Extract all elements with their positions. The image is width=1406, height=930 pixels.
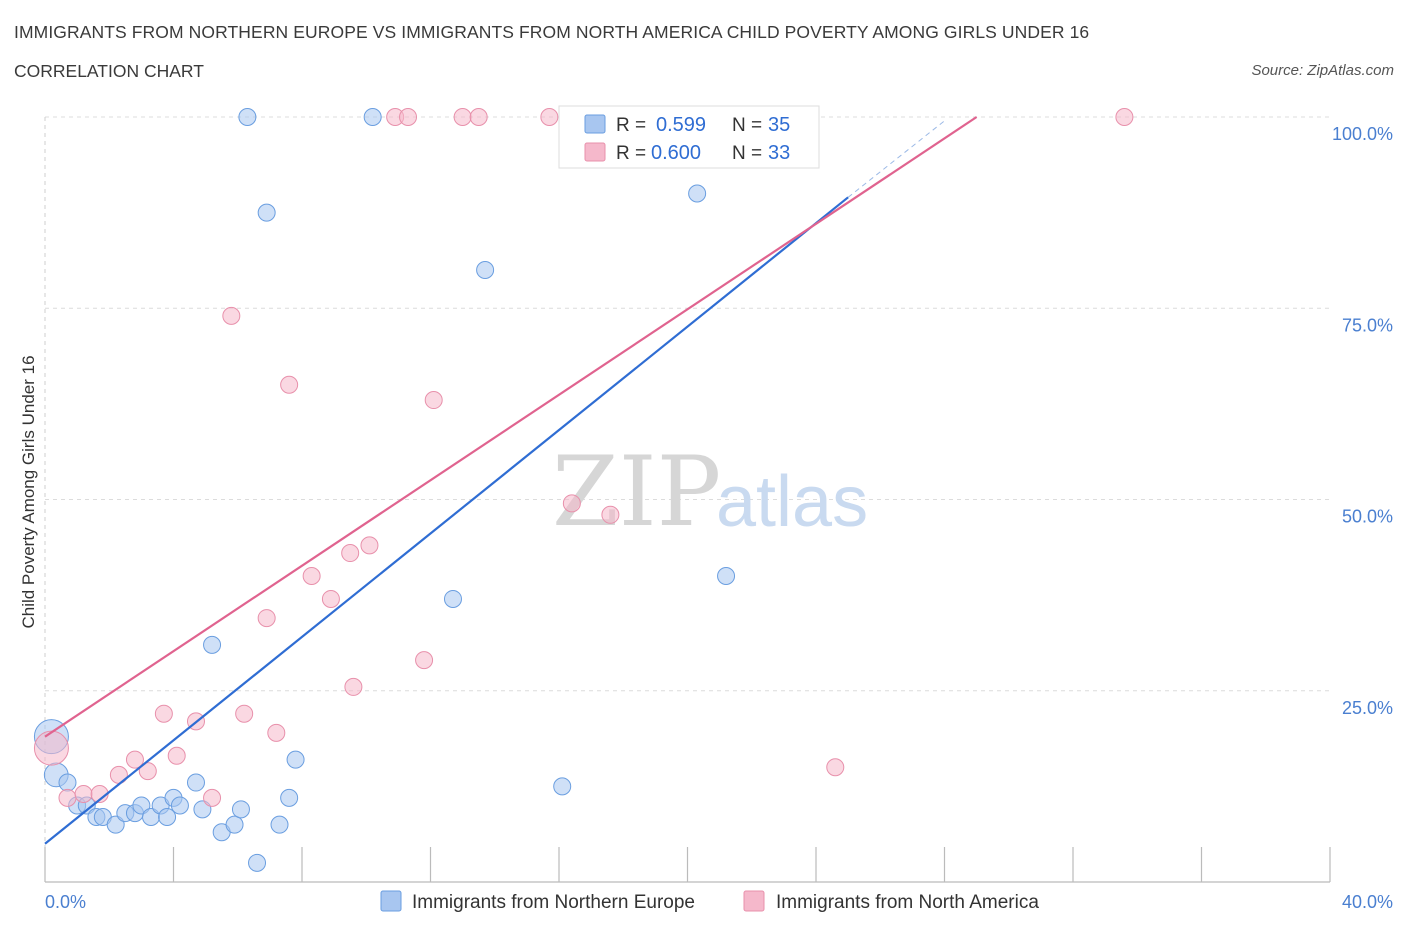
point-series0-10 (132, 796, 151, 815)
stats-r-value-blue: 0.599 (656, 114, 706, 136)
point-series1-2 (74, 785, 93, 804)
point-series0-29 (443, 589, 462, 608)
point-series1-18 (341, 544, 360, 563)
point-series0-20 (225, 815, 244, 834)
stats-n-value-pink: 33 (768, 142, 790, 164)
x-tick-labels: 0.0% 40.0% (45, 892, 1393, 912)
stats-n-label-blue: N = (732, 115, 762, 136)
point-series0-26 (280, 788, 299, 807)
trend-extension-series0 (847, 120, 945, 198)
legend-swatch-northern-europe (380, 890, 402, 912)
point-series1-19 (344, 677, 363, 696)
stats-n-label-pink: N = (732, 143, 762, 164)
stats-n-value-blue: 35 (768, 114, 790, 136)
point-series1-6 (138, 762, 157, 781)
x-tick-label-0: 0.0% (45, 892, 86, 912)
legend-label-north-america: Immigrants from North America (776, 892, 1039, 913)
point-series1-26 (469, 108, 488, 126)
legend: Immigrants from Northern Europe Immigran… (380, 890, 1039, 913)
point-series1-14 (267, 723, 286, 742)
chart-subtitle: CORRELATION CHART (14, 61, 204, 81)
point-series1-5 (125, 750, 144, 769)
point-series1-20 (360, 536, 379, 555)
point-series1-22 (399, 108, 418, 126)
point-series1-8 (167, 746, 186, 765)
stats-r-label-blue: R = (616, 115, 646, 136)
point-series1-25 (453, 108, 472, 126)
point-series0-30 (476, 261, 495, 279)
point-series1-12 (222, 306, 241, 325)
point-series1-0 (33, 730, 69, 766)
point-series1-30 (601, 505, 620, 524)
x-tick-label-1: 40.0% (1342, 892, 1393, 912)
point-series0-27 (286, 750, 305, 769)
point-series1-1 (58, 788, 77, 807)
point-series1-27 (540, 108, 559, 126)
point-series0-25 (270, 815, 289, 834)
point-series1-32 (1115, 108, 1134, 126)
point-series0-34 (717, 567, 736, 585)
point-series0-13 (158, 807, 177, 826)
stats-r-label-pink: R = (616, 143, 646, 164)
y-tick-label-3: 25.0% (1342, 698, 1393, 718)
watermark-zip: ZIP (552, 436, 721, 548)
point-series1-10 (203, 788, 222, 807)
point-series1-23 (415, 651, 434, 670)
point-series1-28 (562, 494, 581, 513)
point-series1-31 (826, 758, 845, 777)
trend-lines (44, 116, 978, 845)
stats-box: R = 0.599 N = 35 R = 0.600 N = 33 (558, 105, 820, 169)
point-series0-17 (193, 800, 212, 819)
point-series1-11 (235, 704, 254, 723)
y-tick-label-2: 50.0% (1342, 507, 1393, 527)
point-series0-18 (203, 635, 222, 654)
point-series1-17 (321, 589, 340, 608)
point-series0-33 (688, 184, 707, 203)
watermark: ZIP atlas (552, 436, 868, 548)
point-series1-13 (257, 609, 276, 628)
point-series0-28 (363, 108, 382, 126)
point-series0-31 (553, 777, 572, 796)
grid-lines (45, 116, 1330, 692)
point-series1-7 (154, 704, 173, 723)
y-axis-label: Child Poverty Among Girls Under 16 (19, 355, 38, 628)
point-series0-16 (186, 773, 205, 792)
point-series0-21 (231, 800, 250, 819)
stats-swatch-pink (584, 142, 606, 162)
y-tick-label-0: 100.0% (1332, 124, 1393, 144)
axes (44, 117, 1331, 883)
point-series0-7 (106, 815, 125, 834)
point-series0-2 (58, 773, 77, 792)
point-series0-23 (248, 853, 267, 872)
trend-line-series0 (44, 196, 849, 845)
watermark-atlas: atlas (716, 462, 868, 542)
point-series1-24 (424, 391, 443, 410)
stats-swatch-blue (584, 114, 606, 134)
point-series1-15 (280, 375, 299, 394)
y-tick-labels: 100.0% 75.0% 50.0% 25.0% (1332, 124, 1393, 718)
trend-line-series1 (44, 116, 978, 738)
chart-title: IMMIGRANTS FROM NORTHERN EUROPE VS IMMIG… (14, 22, 1090, 42)
point-series0-24 (257, 203, 276, 222)
data-points (33, 108, 1134, 872)
point-series0-22 (238, 108, 257, 126)
legend-label-northern-europe: Immigrants from Northern Europe (412, 892, 695, 913)
source-credit: Source: ZipAtlas.com (1251, 62, 1394, 79)
stats-r-value-pink: 0.600 (651, 142, 701, 164)
point-series0-15 (170, 796, 189, 815)
point-series1-16 (302, 567, 321, 585)
y-tick-label-1: 75.0% (1342, 315, 1393, 335)
legend-swatch-north-america (743, 890, 765, 912)
